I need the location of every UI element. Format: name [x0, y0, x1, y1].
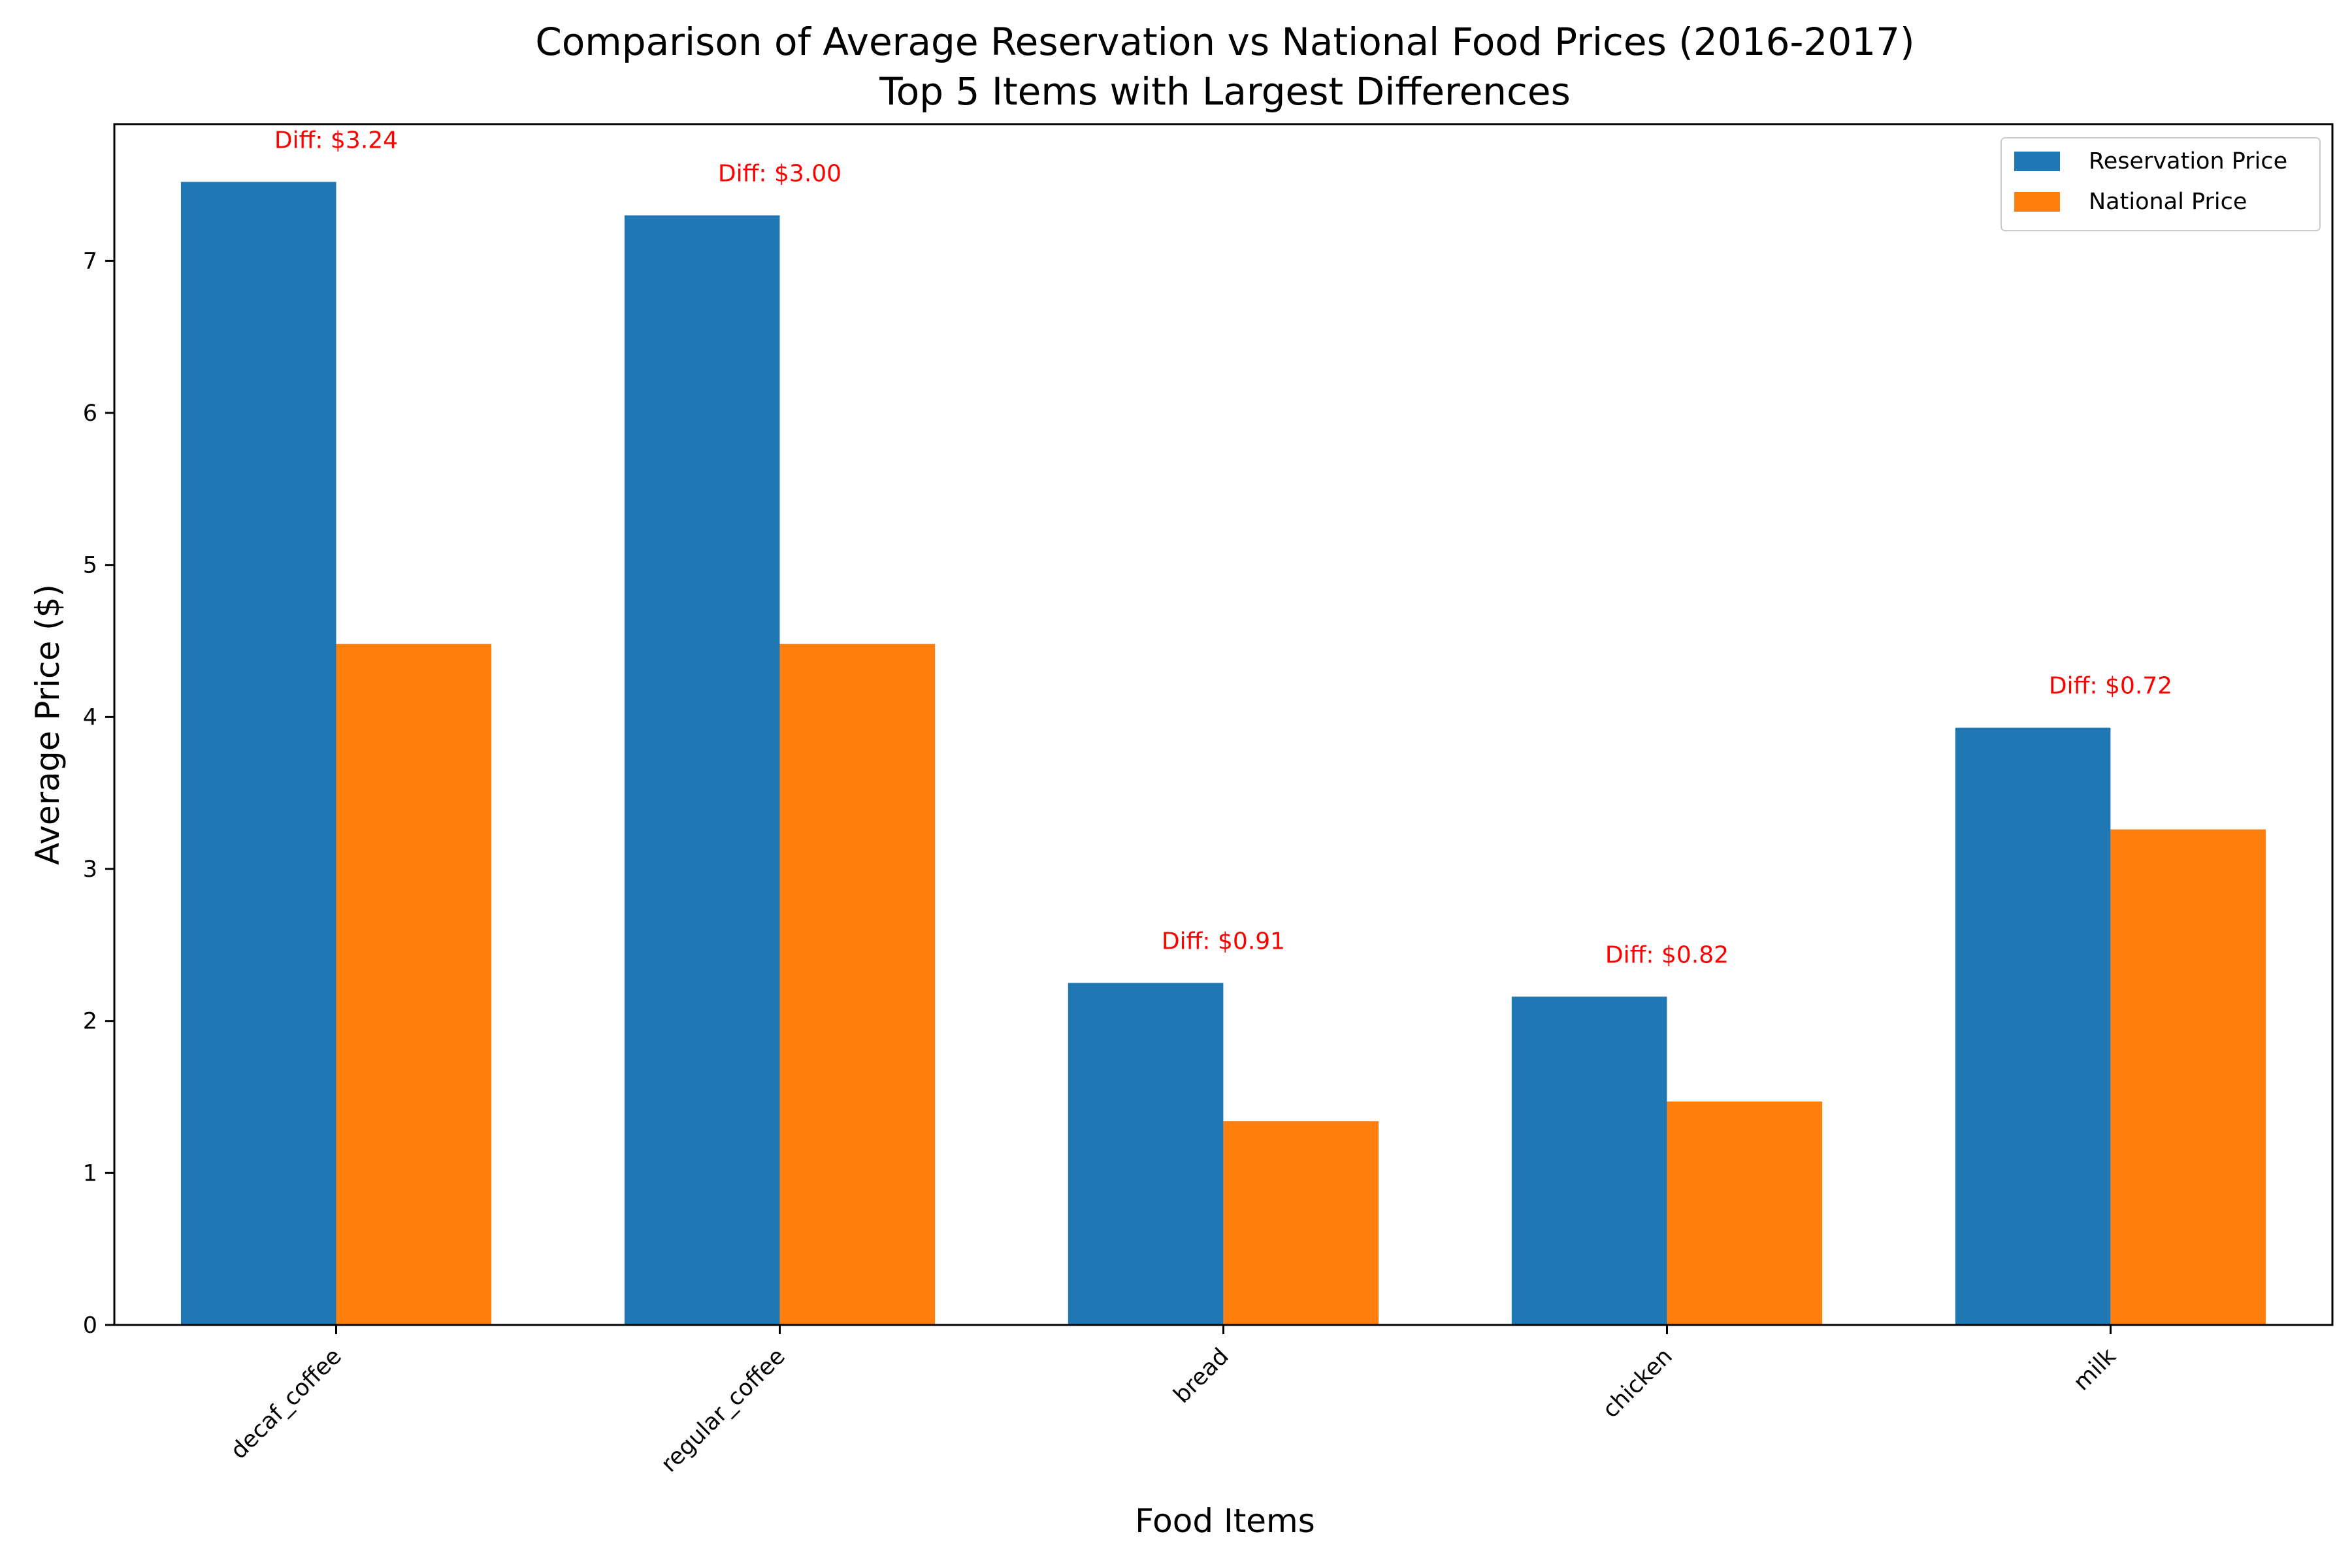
- bar-reservation-regular_coffee: [624, 215, 780, 1326]
- bar-reservation-chicken: [1511, 996, 1667, 1325]
- diff-annotation-decaf_coffee: Diff: $3.24: [274, 127, 398, 154]
- legend-swatch-national: [2014, 192, 2060, 212]
- y-tick-label-0: 0: [83, 1313, 97, 1339]
- y-axis-ticks: 0 1 2 3 4 5 6 7: [83, 248, 114, 1339]
- diff-annotation-bread: Diff: $0.91: [1162, 928, 1285, 955]
- x-axis-label: Food Items: [1135, 1502, 1315, 1540]
- diff-annotation-regular_coffee: Diff: $3.00: [718, 161, 841, 188]
- chart-title: Comparison of Average Reservation vs Nat…: [535, 20, 1914, 64]
- chart-subtitle: Top 5 Items with Largest Differences: [879, 69, 1571, 114]
- diff-annotation-chicken: Diff: $0.82: [1605, 942, 1729, 969]
- legend-swatch-reservation: [2014, 152, 2060, 171]
- y-tick-label-3: 3: [83, 857, 97, 883]
- y-tick-label-4: 4: [83, 704, 97, 730]
- legend-label-national: National Price: [2089, 189, 2247, 215]
- bar-national-chicken: [1667, 1102, 1823, 1325]
- bar-national-milk: [2110, 829, 2266, 1325]
- y-tick-label-2: 2: [83, 1009, 97, 1035]
- bar-reservation-decaf_coffee: [180, 182, 336, 1325]
- y-tick-label-7: 7: [83, 248, 97, 274]
- y-axis-label: Average Price ($): [29, 584, 67, 865]
- y-tick-label-1: 1: [83, 1160, 97, 1186]
- bars-group: [180, 182, 2266, 1326]
- legend-label-reservation: Reservation Price: [2089, 148, 2287, 174]
- bar-national-bread: [1223, 1121, 1379, 1325]
- y-tick-label-6: 6: [83, 400, 97, 427]
- bar-national-regular_coffee: [779, 644, 936, 1326]
- bar-reservation-bread: [1068, 983, 1224, 1325]
- bar-reservation-milk: [1955, 727, 2111, 1325]
- legend: Reservation Price National Price: [2001, 137, 2321, 231]
- annotations-group: Diff: $3.24 Diff: $3.00 Diff: $0.91 Diff: $…: [274, 127, 2172, 968]
- y-tick-label-5: 5: [83, 553, 97, 579]
- diff-annotation-milk: Diff: $0.72: [2049, 673, 2172, 700]
- legend-box: [2001, 137, 2321, 231]
- bar-national-decaf_coffee: [336, 644, 492, 1326]
